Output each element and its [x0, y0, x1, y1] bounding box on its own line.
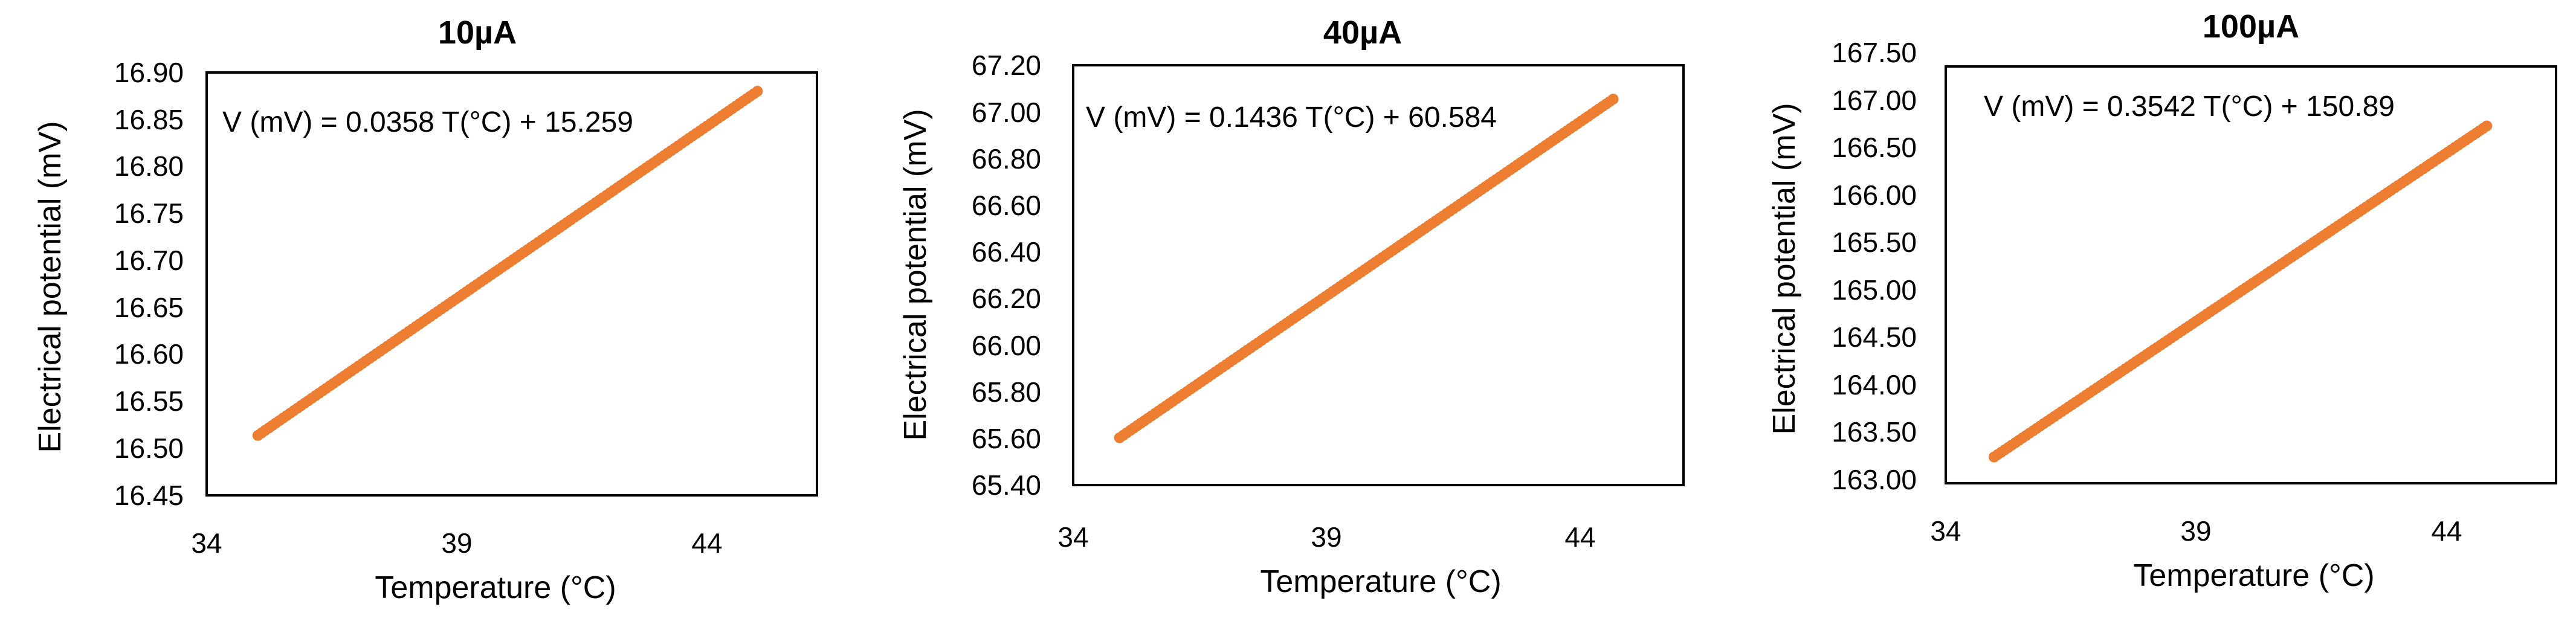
data-point — [1607, 94, 1619, 105]
y-tick-label: 16.90 — [114, 57, 184, 88]
y-tick-label: 16.75 — [114, 198, 184, 229]
plot-area — [1072, 64, 1685, 486]
y-tick-label: 165.00 — [1832, 274, 1917, 306]
y-tick-label: 163.00 — [1832, 464, 1917, 495]
x-tick-label: 39 — [2180, 515, 2211, 547]
y-tick-label: 16.65 — [114, 292, 184, 323]
y-axis-ticks: 16.45 16.50 16.55 16.60 16.65 16.70 16.7… — [114, 57, 184, 511]
x-tick-label: 34 — [1057, 521, 1088, 553]
y-tick-label: 167.50 — [1832, 37, 1917, 68]
plot-area — [205, 71, 818, 497]
data-point — [2481, 120, 2493, 132]
chart-panel-40ua: 40µA V (mV) = 0.1436 T(°C) + 60.584 65.4… — [898, 14, 1685, 599]
chart-title: 40µA — [1323, 14, 1402, 51]
y-tick-label: 16.55 — [114, 385, 184, 417]
x-axis-ticks: 34 39 44 — [191, 527, 722, 559]
x-axis-label: Temperature (°C) — [375, 570, 616, 605]
y-tick-label: 16.50 — [114, 433, 184, 464]
y-tick-label: 65.60 — [972, 423, 1041, 454]
data-point — [752, 86, 763, 97]
chart-title: 10µA — [438, 14, 517, 51]
chart-panel-10ua: 10µA V (mV) = 0.0358 T(°C) + 15.259 16.4… — [33, 14, 818, 605]
x-axis-label: Temperature (°C) — [2133, 558, 2374, 593]
y-axis-label: Electrical potential (mV) — [1767, 103, 1802, 434]
y-axis-label: Electrical potential (mV) — [898, 109, 933, 440]
y-tick-label: 66.40 — [972, 236, 1041, 268]
y-tick-label: 165.50 — [1832, 227, 1917, 258]
data-series — [1114, 94, 1619, 443]
y-tick-label: 16.80 — [114, 150, 184, 182]
y-tick-label: 66.00 — [972, 330, 1041, 361]
y-axis-ticks: 65.40 65.60 65.80 66.00 66.20 66.40 66.6… — [972, 50, 1041, 501]
y-tick-label: 67.20 — [972, 50, 1041, 81]
chart-panel-100ua: 100µA V (mV) = 0.3542 T(°C) + 150.89 163… — [1767, 8, 2557, 593]
y-tick-label: 65.80 — [972, 376, 1041, 408]
y-axis-ticks: 163.00 163.50 164.00 164.50 165.00 165.5… — [1832, 37, 1917, 495]
y-tick-label: 164.00 — [1832, 369, 1917, 400]
data-series — [1989, 120, 2493, 463]
y-tick-label: 16.60 — [114, 338, 184, 370]
plot-area — [1945, 65, 2557, 484]
x-tick-label: 34 — [191, 527, 222, 559]
x-tick-label: 39 — [441, 527, 472, 559]
y-tick-label: 16.85 — [114, 104, 184, 135]
chart-title: 100µA — [2203, 8, 2299, 45]
y-tick-label: 66.80 — [972, 143, 1041, 175]
y-tick-label: 65.40 — [972, 469, 1041, 501]
y-tick-label: 66.60 — [972, 190, 1041, 221]
y-tick-label: 167.00 — [1832, 85, 1917, 116]
x-axis-ticks: 34 39 44 — [1930, 515, 2462, 547]
trendline-equation: V (mV) = 0.3542 T(°C) + 150.89 — [1984, 91, 2395, 123]
trendline-equation: V (mV) = 0.1436 T(°C) + 60.584 — [1086, 101, 1497, 133]
y-tick-label: 164.50 — [1832, 321, 1917, 353]
data-series — [252, 86, 763, 441]
x-tick-label: 39 — [1311, 521, 1341, 553]
x-axis-label: Temperature (°C) — [1260, 564, 1501, 599]
trendline-equation: V (mV) = 0.0358 T(°C) + 15.259 — [222, 106, 633, 138]
x-tick-label: 44 — [691, 527, 722, 559]
y-tick-label: 16.45 — [114, 480, 184, 511]
y-tick-label: 67.00 — [972, 97, 1041, 128]
y-tick-label: 166.00 — [1832, 179, 1917, 211]
x-tick-label: 44 — [1564, 521, 1595, 553]
x-tick-label: 44 — [2431, 515, 2462, 547]
y-axis-label: Electrical potential (mV) — [33, 121, 68, 452]
x-axis-ticks: 34 39 44 — [1057, 521, 1595, 553]
x-tick-label: 34 — [1930, 515, 1961, 547]
y-tick-label: 163.50 — [1832, 416, 1917, 448]
y-tick-label: 166.50 — [1832, 132, 1917, 163]
y-tick-label: 66.20 — [972, 283, 1041, 314]
y-tick-label: 16.70 — [114, 245, 184, 276]
